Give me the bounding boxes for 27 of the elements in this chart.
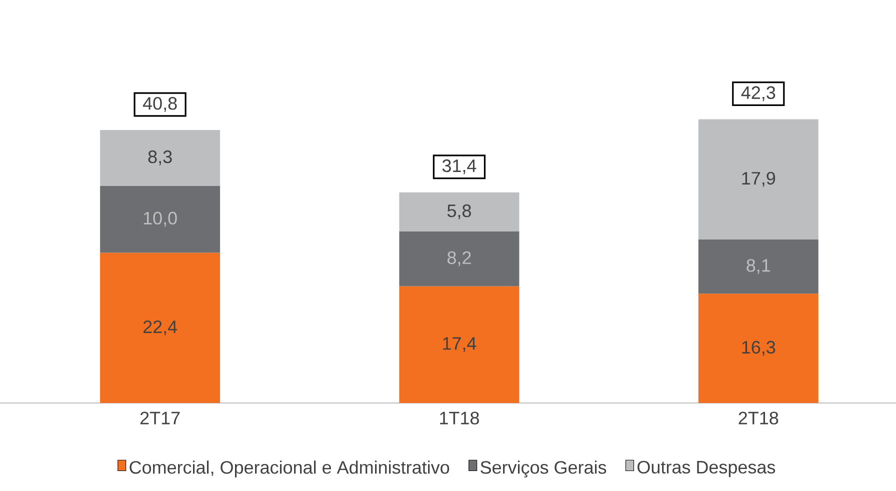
x-tick-label: 2T18 bbox=[738, 412, 778, 424]
data-label: 8,2 bbox=[447, 251, 471, 266]
bar bbox=[399, 192, 520, 232]
bar bbox=[698, 119, 818, 240]
bar bbox=[100, 130, 220, 186]
total-label: 42,3 bbox=[741, 86, 776, 102]
bar bbox=[100, 186, 220, 253]
total-label: 40,8 bbox=[142, 97, 177, 112]
legend-label: Comercial, Operacional e Administrativo bbox=[130, 460, 450, 478]
total-label: 31,4 bbox=[442, 159, 476, 174]
data-label: 22,4 bbox=[143, 320, 178, 336]
bar bbox=[399, 286, 520, 403]
data-label: 17,4 bbox=[443, 337, 476, 352]
bar bbox=[100, 252, 220, 403]
data-label: 5,8 bbox=[447, 204, 471, 220]
x-tick-label: 1T18 bbox=[440, 412, 479, 424]
data-label: 16,3 bbox=[742, 340, 776, 356]
bar bbox=[399, 231, 520, 286]
data-label: 17,9 bbox=[742, 172, 776, 187]
legend-label: Outras Despesas bbox=[638, 460, 776, 478]
bar bbox=[698, 294, 818, 403]
data-label: 8,3 bbox=[148, 150, 172, 166]
data-label: 10,0 bbox=[144, 212, 177, 227]
data-label: 8,1 bbox=[746, 259, 770, 274]
x-tick-label: 2T17 bbox=[140, 412, 180, 424]
legend-label: Serviços Gerais bbox=[480, 460, 606, 478]
bar bbox=[698, 239, 818, 294]
